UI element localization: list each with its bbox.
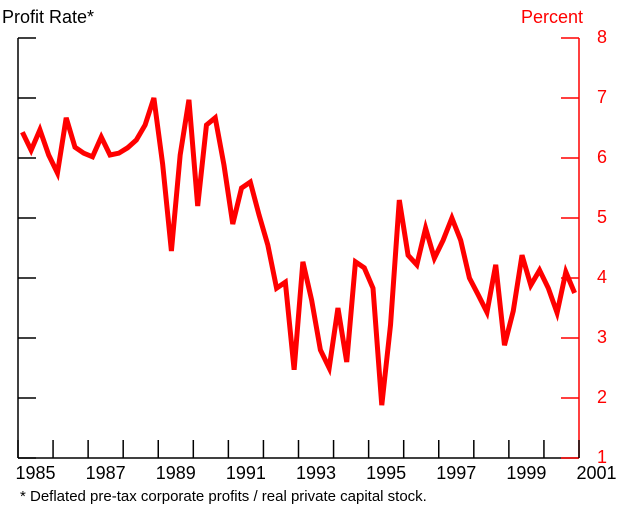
x-tick-label: 1989 [156,463,196,483]
x-tick-label: 1995 [366,463,406,483]
y-tick-label: 6 [597,147,607,167]
x-tick-label: 2001 [577,463,617,483]
y-tick-label: 2 [597,387,607,407]
y-tick-label: 7 [597,87,607,107]
footnote: * Deflated pre-tax corporate profits / r… [20,488,427,505]
x-tick-label: 1991 [226,463,266,483]
line-series [20,97,577,406]
x-tick-label: 1993 [296,463,336,483]
y-tick-label: 1 [597,447,607,467]
x-tick-label: 1999 [506,463,546,483]
x-tick-label: 1987 [86,463,126,483]
y-tick-label: 5 [597,207,607,227]
y-axis-label: Percent [521,7,583,27]
y-tick-label: 4 [597,267,607,287]
chart-title: Profit Rate* [2,7,94,27]
x-tick-label: 1985 [16,463,56,483]
y-tick-label: 3 [597,327,607,347]
y-tick-label: 8 [597,27,607,47]
x-tick-label: 1997 [436,463,476,483]
